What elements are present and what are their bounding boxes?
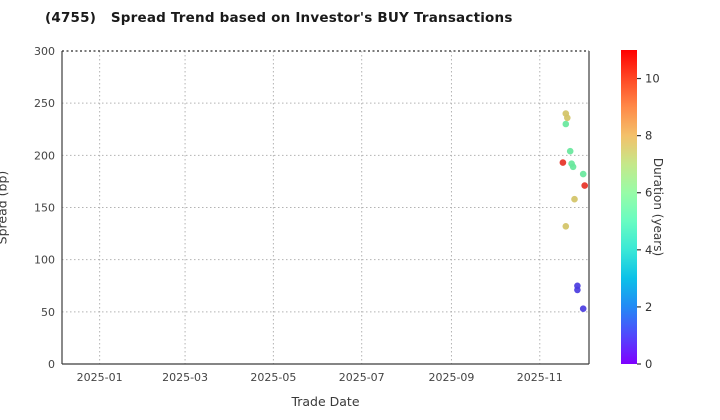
data-point <box>562 223 570 230</box>
colorbar-tick-label: 0 <box>645 357 652 371</box>
y-tick-label: 250 <box>34 97 55 110</box>
y-tick-label: 100 <box>34 254 55 267</box>
y-axis-label: Spread (bp) <box>0 170 10 244</box>
data-point <box>564 114 571 122</box>
colorbar-tick-label: 2 <box>645 300 652 314</box>
data-point <box>559 159 567 166</box>
y-tick-label: 300 <box>34 45 55 58</box>
x-tick-label: 2025-07 <box>339 371 385 384</box>
data-point <box>579 305 587 313</box>
colorbar-tick-label: 10 <box>645 72 660 86</box>
data-point <box>566 147 574 155</box>
data-point <box>579 170 587 178</box>
x-tick-label: 2025-03 <box>162 371 208 384</box>
colorbar-tick-label: 6 <box>645 186 652 200</box>
x-tick-label: 2025-11 <box>517 371 563 384</box>
x-axis-label: Trade Date <box>291 394 360 409</box>
x-tick-label: 2025-05 <box>250 371 296 384</box>
y-tick-label: 200 <box>34 149 55 162</box>
data-point <box>562 120 570 128</box>
chart-title: (4755) Spread Trend based on Investor's … <box>45 10 513 26</box>
colorbar-label: Duration (years) <box>651 157 666 257</box>
y-tick-label: 150 <box>34 202 55 215</box>
data-point <box>574 286 581 294</box>
y-tick-label: 0 <box>48 358 55 371</box>
data-point <box>581 182 588 189</box>
data-point <box>571 195 578 203</box>
data-point <box>569 163 577 171</box>
y-tick-label: 50 <box>41 306 55 319</box>
colorbar <box>621 50 637 364</box>
x-tick-label: 2025-01 <box>77 371 123 384</box>
colorbar-tick-label: 4 <box>645 243 652 257</box>
x-tick-label: 2025-09 <box>428 371 474 384</box>
colorbar-tick-label: 8 <box>645 129 652 143</box>
